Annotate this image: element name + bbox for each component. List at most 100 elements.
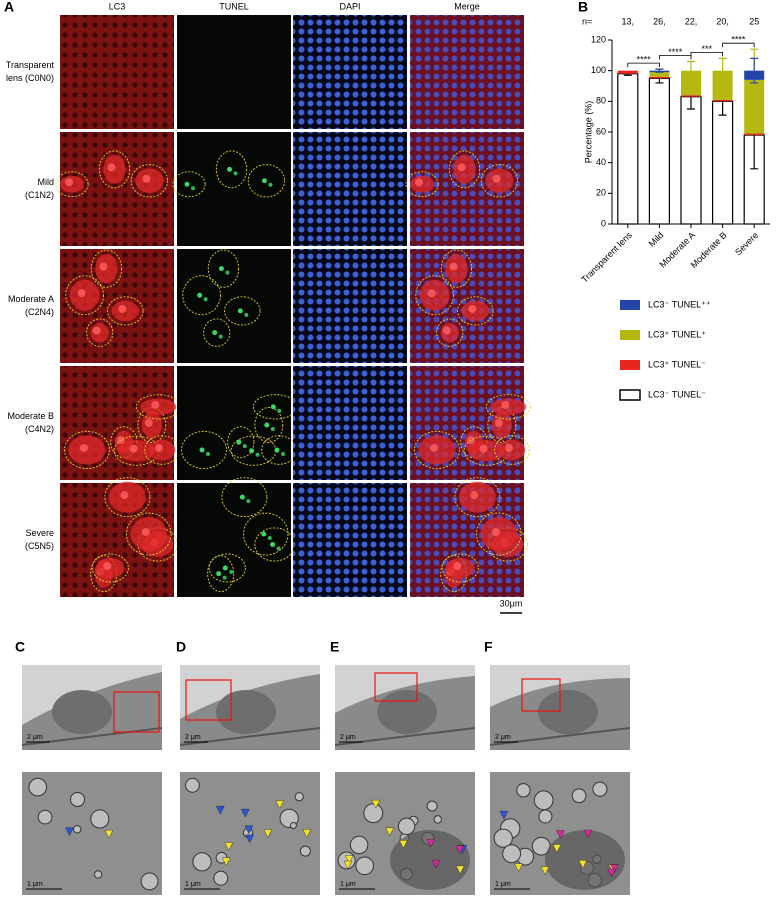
vacuole <box>72 824 82 834</box>
micrograph <box>405 132 524 246</box>
region-outline <box>181 430 227 469</box>
legend-swatch <box>620 330 640 340</box>
lc3-cell <box>468 304 477 313</box>
arrowhead <box>302 829 312 838</box>
lc3-cell <box>442 326 451 335</box>
micrograph <box>177 249 291 363</box>
em-nucleus <box>538 690 598 734</box>
region-outline <box>224 296 261 326</box>
y-tick-label: 60 <box>596 126 606 136</box>
tunel-signal <box>261 531 267 537</box>
y-tick-label: 20 <box>596 188 606 198</box>
tunel-signal <box>218 266 224 272</box>
bar-segment <box>711 100 734 225</box>
lc3-cell <box>107 163 116 172</box>
column-header: TUNEL <box>219 1 249 11</box>
tunel-signal <box>242 444 247 449</box>
sample-size: 20, <box>716 16 729 26</box>
scale-label: 1 μm <box>185 881 201 888</box>
arrowhead <box>275 800 285 809</box>
column-header: LC3 <box>109 1 126 11</box>
arrowhead <box>343 860 353 870</box>
arrowhead <box>240 808 250 818</box>
lc3-cell <box>449 262 458 271</box>
micrograph-bg <box>177 15 291 129</box>
sample-size-label: n= <box>582 16 592 26</box>
micrograph <box>55 132 174 246</box>
x-tick-label: Transparent lens <box>579 230 634 285</box>
panel-label: D <box>176 639 186 655</box>
lc3-cell <box>501 400 510 409</box>
micrograph <box>60 477 178 597</box>
vacuole <box>93 870 103 879</box>
em-overview: 2 μm <box>21 665 163 750</box>
region-outline <box>457 296 494 326</box>
tunel-signal <box>276 546 281 551</box>
region-outline <box>227 426 255 459</box>
vacuole <box>493 828 513 848</box>
lc3-cell <box>120 491 129 500</box>
legend-label: LC3⁻ TUNEL⁺⁺ <box>648 299 711 309</box>
panel-label: F <box>484 639 493 655</box>
error-bar <box>718 57 727 84</box>
error-bar <box>687 60 695 81</box>
significance-label: *** <box>702 44 713 54</box>
lc3-cell <box>427 289 436 298</box>
tunel-signal <box>237 308 243 314</box>
em-detail: 1 μm <box>490 772 630 895</box>
sample-size: 13, <box>622 16 635 26</box>
legend-label: LC3⁺ TUNEL⁺ <box>648 329 706 339</box>
arrowhead <box>344 855 354 864</box>
region-box <box>374 672 418 702</box>
micrograph <box>410 249 524 363</box>
region-box <box>113 691 160 733</box>
region-outline <box>454 477 501 518</box>
arrowhead <box>221 857 231 867</box>
bar-segment <box>681 70 701 96</box>
region-outline <box>476 512 522 556</box>
row-label: Moderate A <box>8 294 54 304</box>
chromatin <box>545 830 625 890</box>
lc3-cell <box>103 562 112 571</box>
em-overview: 2 μm <box>334 665 476 750</box>
arrowhead <box>610 864 619 873</box>
tunel-signal <box>270 426 275 431</box>
tunel-signal <box>264 422 270 428</box>
arrowhead <box>224 842 234 851</box>
micrograph <box>410 15 524 129</box>
lc3-cell <box>453 562 462 571</box>
micrograph <box>293 483 407 597</box>
row-label: Moderate B <box>7 411 54 421</box>
arrowhead <box>540 866 550 876</box>
scale-label: 2 μm <box>340 734 356 741</box>
panel-label: E <box>330 639 339 655</box>
vacuole <box>592 781 608 797</box>
vacuole <box>433 815 443 824</box>
x-tick-label: Mild <box>647 230 666 249</box>
scale-label: 2 μm <box>27 734 43 741</box>
em-detail: 1 μm <box>22 772 162 895</box>
tunel-signal <box>261 178 267 184</box>
lc3-cell <box>99 262 108 271</box>
tunel-signal <box>222 575 227 580</box>
micrograph <box>410 477 528 597</box>
lc3-cell <box>118 304 127 313</box>
arrowhead <box>583 829 593 839</box>
region-outline <box>215 150 248 189</box>
vacuole <box>533 790 554 811</box>
arrowhead <box>244 825 254 835</box>
tunel-signal <box>191 186 196 191</box>
tunel-signal <box>270 541 276 547</box>
bar-segment <box>712 70 733 100</box>
micrograph <box>293 132 407 246</box>
region-outline <box>107 296 144 326</box>
region-outline <box>55 171 89 198</box>
micrograph <box>172 132 291 246</box>
vacuole <box>213 870 229 886</box>
lc3-cell <box>457 163 466 172</box>
row-label: (C1N2) <box>25 190 54 200</box>
arrowhead <box>399 840 408 849</box>
arrowhead <box>431 860 441 869</box>
